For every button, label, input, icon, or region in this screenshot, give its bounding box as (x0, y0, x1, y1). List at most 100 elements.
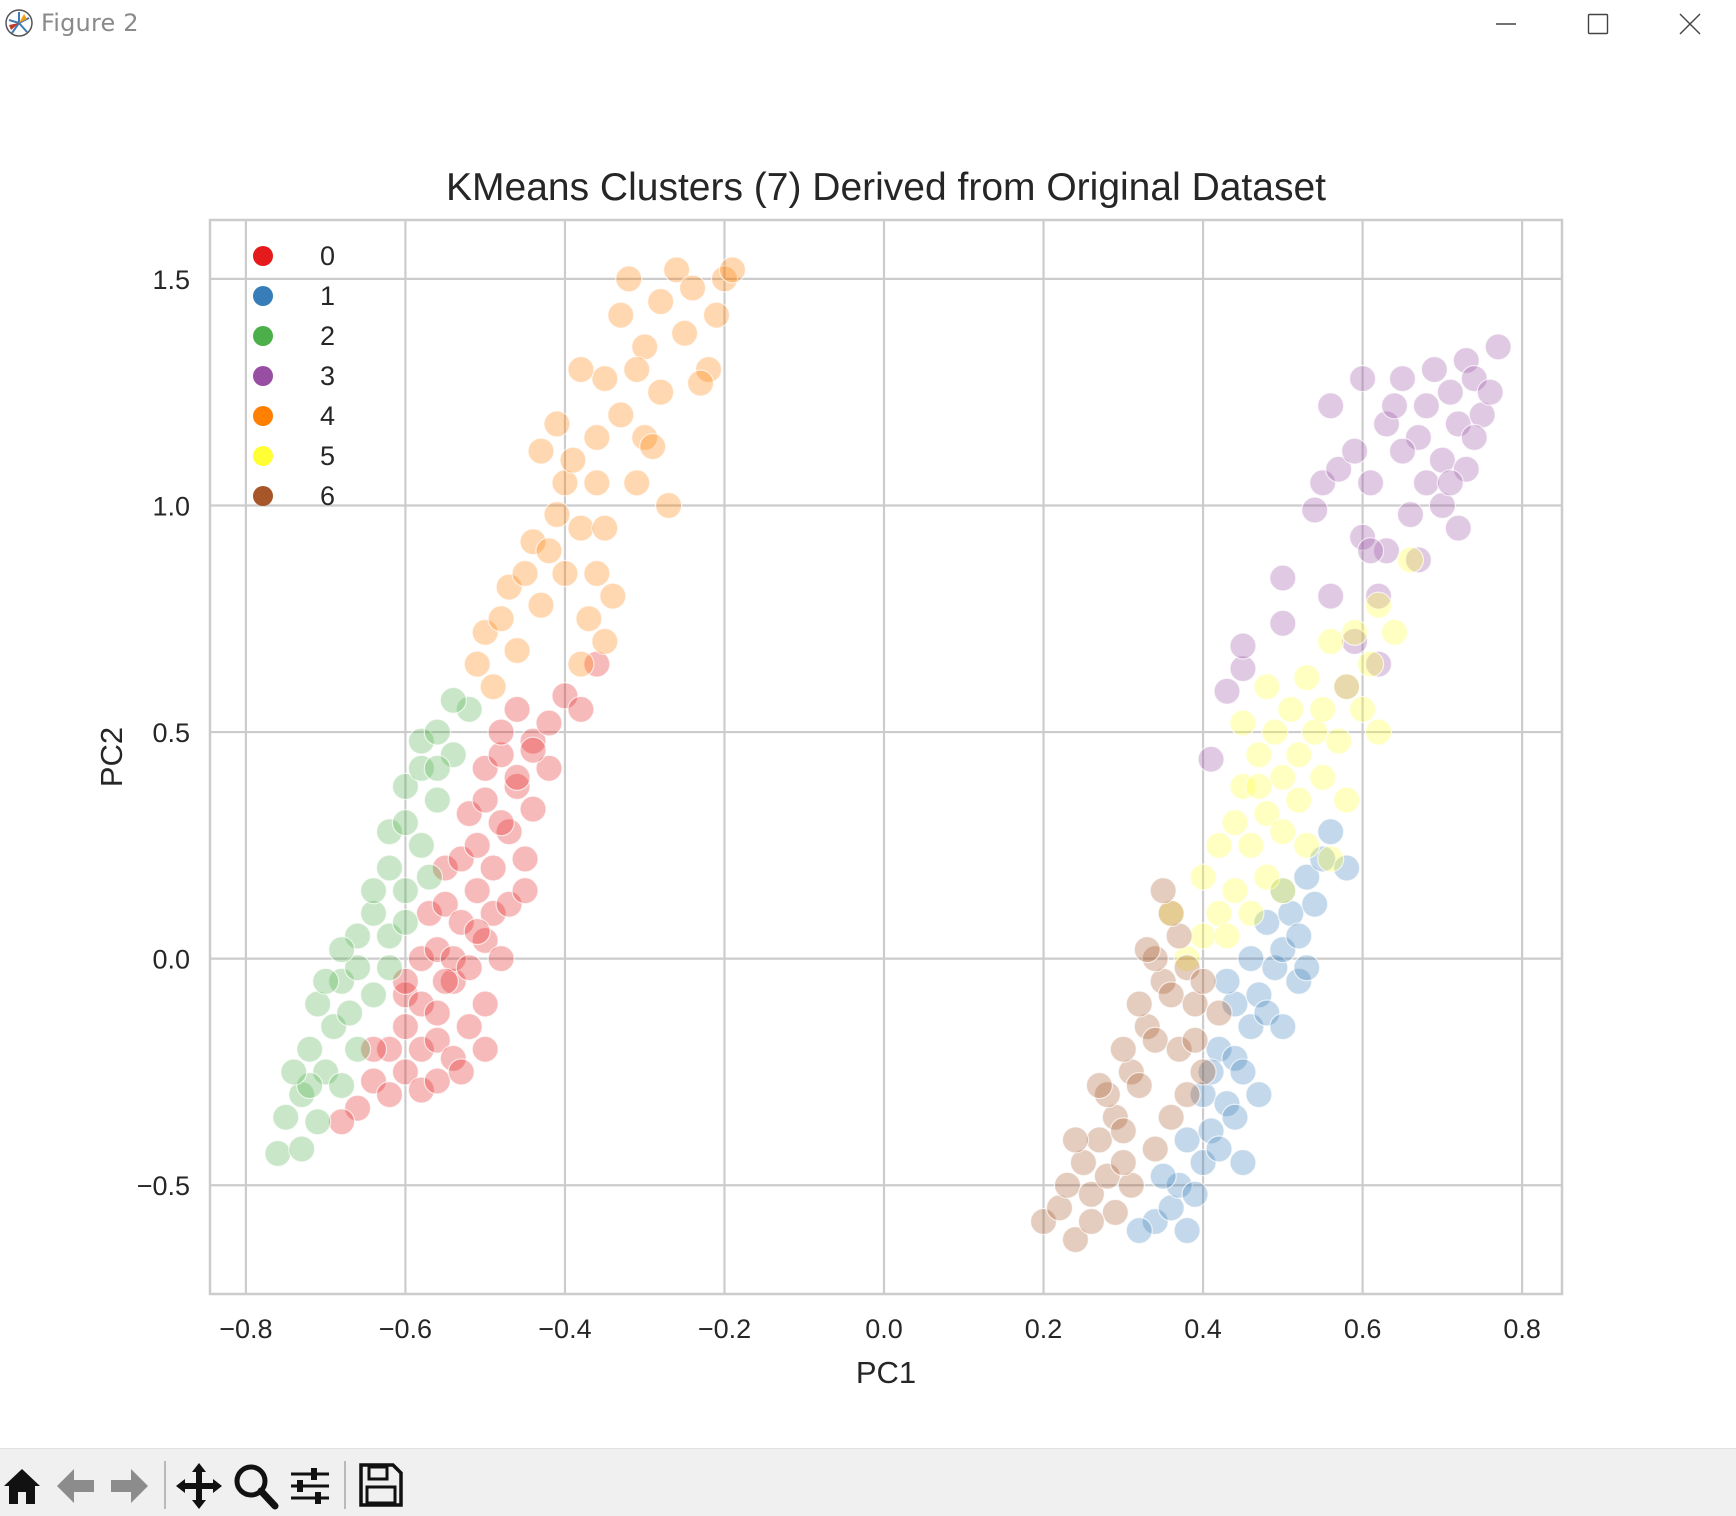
data-point (1380, 392, 1409, 420)
data-point (391, 908, 420, 937)
x-tick-label: −0.4 (538, 1314, 591, 1344)
data-point (1317, 818, 1345, 846)
data-point (1213, 967, 1241, 995)
data-point (1253, 999, 1281, 1027)
magnifier-icon (234, 1464, 279, 1510)
y-tick-label: 1.5 (152, 265, 190, 295)
data-point (1388, 437, 1417, 465)
data-point (1109, 1148, 1137, 1177)
title-bar[interactable]: Figure 2 (0, 0, 1736, 48)
data-point (710, 265, 739, 293)
data-point (320, 1013, 348, 1041)
minimize-button[interactable] (1460, 0, 1552, 48)
data-point (1245, 1081, 1273, 1109)
data-point (1372, 410, 1401, 438)
data-point (495, 818, 523, 846)
forward-button[interactable] (104, 1459, 156, 1511)
legend-label: 3 (320, 361, 335, 391)
data-point (1436, 378, 1464, 406)
legend-label: 1 (320, 281, 335, 311)
data-point (312, 1058, 340, 1086)
data-point (431, 890, 459, 918)
data-point (1341, 618, 1369, 646)
maximize-button[interactable] (1552, 0, 1644, 48)
data-point (1189, 863, 1217, 891)
data-point (1173, 1126, 1201, 1154)
data-point (375, 954, 404, 982)
data-point (487, 718, 515, 746)
data-point (479, 854, 507, 882)
data-point (663, 256, 691, 284)
data-point (1436, 469, 1464, 497)
data-point (415, 863, 443, 891)
data-point (1269, 1013, 1297, 1041)
data-point (1181, 1180, 1209, 1208)
data-point (463, 831, 491, 859)
zoom-button[interactable] (229, 1459, 281, 1511)
x-axis-label: PC1 (856, 1355, 916, 1390)
data-point (1404, 423, 1433, 452)
data-point (495, 890, 523, 918)
home-button[interactable] (0, 1459, 52, 1511)
data-point (455, 695, 483, 724)
data-point (471, 618, 499, 646)
data-point (479, 673, 507, 701)
data-point (439, 741, 467, 769)
legend-marker (253, 406, 273, 426)
data-point (1221, 1103, 1249, 1131)
data-point (1293, 954, 1321, 982)
matplotlib-logo-icon (5, 9, 33, 37)
data-point (1364, 591, 1393, 619)
data-point (391, 772, 420, 801)
data-point (391, 809, 420, 837)
data-point (1197, 745, 1225, 773)
data-point (1109, 1117, 1137, 1145)
data-point (1412, 469, 1441, 497)
data-point (1205, 831, 1233, 859)
data-point (1205, 1135, 1233, 1163)
subplots-button[interactable] (285, 1459, 337, 1511)
data-point (495, 573, 523, 601)
data-point (1269, 935, 1297, 964)
data-point (1245, 772, 1273, 801)
data-point (343, 1094, 372, 1122)
data-point (623, 355, 651, 384)
data-point (1189, 922, 1217, 950)
pan-button[interactable] (173, 1459, 225, 1511)
data-point (343, 954, 372, 982)
data-point (471, 926, 499, 955)
data-point (423, 1067, 451, 1095)
data-point (375, 818, 404, 846)
data-point (1285, 922, 1313, 950)
scatter-chart[interactable]: −0.8 −0.6 −0.4 −0.2 0.0 0.2 0.4 0.6 0.8 −0.5 0.0 0… (0, 48, 1736, 1448)
data-point (455, 1013, 483, 1041)
data-point (1165, 1171, 1193, 1199)
data-point (1301, 718, 1329, 746)
x-tick-label: −0.8 (219, 1314, 272, 1344)
data-point (1093, 1081, 1121, 1109)
data-point (1221, 1044, 1249, 1072)
data-point (455, 800, 483, 828)
data-point (423, 1026, 451, 1054)
data-point (359, 877, 388, 905)
close-button[interactable] (1644, 0, 1736, 48)
data-point (471, 1035, 499, 1063)
x-tick-label: 0.2 (1025, 1314, 1063, 1344)
arrow-left-icon (57, 1469, 94, 1503)
data-point (647, 378, 675, 406)
data-point (615, 265, 643, 293)
data-point (583, 559, 611, 588)
data-point (343, 1035, 372, 1063)
data-point (1285, 741, 1313, 769)
data-point (1468, 401, 1496, 429)
data-point (328, 1071, 356, 1100)
back-button[interactable] (52, 1459, 104, 1511)
data-point (1189, 1058, 1217, 1086)
minimize-icon (1496, 23, 1516, 25)
series-3 (1197, 333, 1512, 773)
sliders-icon (291, 1468, 329, 1504)
data-point (407, 1035, 435, 1063)
save-button[interactable] (355, 1459, 407, 1511)
data-point (527, 437, 555, 465)
data-point (1245, 981, 1273, 1009)
